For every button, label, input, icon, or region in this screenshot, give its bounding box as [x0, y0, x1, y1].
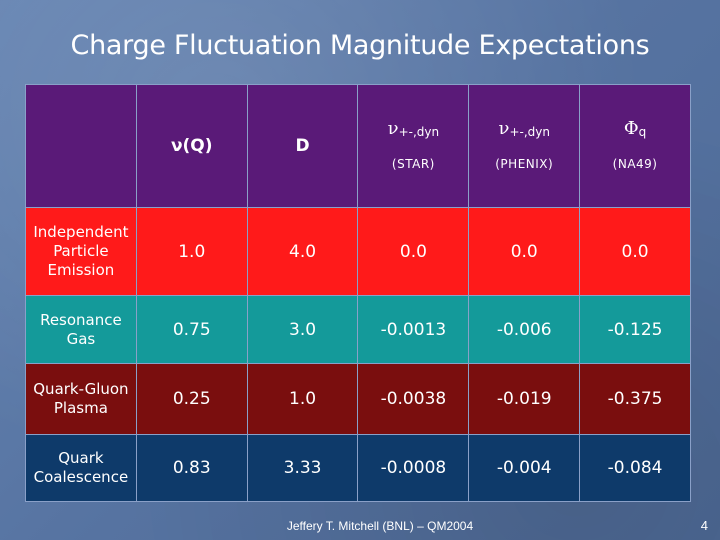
table-cell: 0.0	[579, 207, 691, 296]
table-cell: 3.33	[246, 434, 359, 502]
table-cell: 0.83	[135, 434, 248, 502]
slide-footer: Jeffery T. Mitchell (BNL) – QM2004	[286, 519, 474, 533]
header-d: D	[246, 84, 359, 208]
table-cell: -0.0038	[357, 363, 470, 435]
table-cell: 3.0	[246, 295, 359, 364]
row-label: Quark-Gluon Plasma	[25, 363, 137, 435]
row-label: Resonance Gas	[25, 295, 137, 364]
table-row: Resonance Gas 0.75 3.0 -0.0013 -0.006 -0…	[25, 295, 691, 364]
table-cell: 0.0	[357, 207, 470, 296]
table-cell: -0.004	[468, 434, 581, 502]
table-cell: -0.019	[468, 363, 581, 435]
row-label: Independent Particle Emission	[25, 207, 137, 296]
row-label: Quark Coalescence	[25, 434, 137, 502]
table-cell: 0.0	[468, 207, 581, 296]
table-cell: -0.0013	[357, 295, 470, 364]
table-cell: 4.0	[246, 207, 359, 296]
header-nu-phenix: ν+-,dyn (PHENIX)	[468, 84, 581, 208]
table-cell: -0.084	[579, 434, 691, 502]
table-cell: 0.25	[135, 363, 248, 435]
header-corner-cell	[25, 84, 137, 208]
table-header-row: ν(Q) D ν+-,dyn (STAR) ν+-,dyn (PHENIX) Φ…	[25, 84, 691, 208]
table-row: Quark Coalescence 0.83 3.33 -0.0008 -0.0…	[25, 434, 691, 502]
table-cell: 0.75	[135, 295, 248, 364]
table-cell: -0.375	[579, 363, 691, 435]
header-phi-na49: Φq (NA49)	[579, 84, 691, 208]
expectations-table: ν(Q) D ν+-,dyn (STAR) ν+-,dyn (PHENIX) Φ…	[25, 84, 691, 502]
table-cell: -0.0008	[357, 434, 470, 502]
table-cell: 1.0	[135, 207, 248, 296]
slide-title: Charge Fluctuation Magnitude Expectation…	[70, 30, 650, 61]
header-nu-q: ν(Q)	[135, 84, 248, 208]
table-cell: -0.125	[579, 295, 691, 364]
page-number: 4	[700, 518, 708, 533]
table-row: Independent Particle Emission 1.0 4.0 0.…	[25, 207, 691, 296]
table-cell: -0.006	[468, 295, 581, 364]
table-cell: 1.0	[246, 363, 359, 435]
header-nu-star: ν+-,dyn (STAR)	[357, 84, 470, 208]
table-row: Quark-Gluon Plasma 0.25 1.0 -0.0038 -0.0…	[25, 363, 691, 435]
